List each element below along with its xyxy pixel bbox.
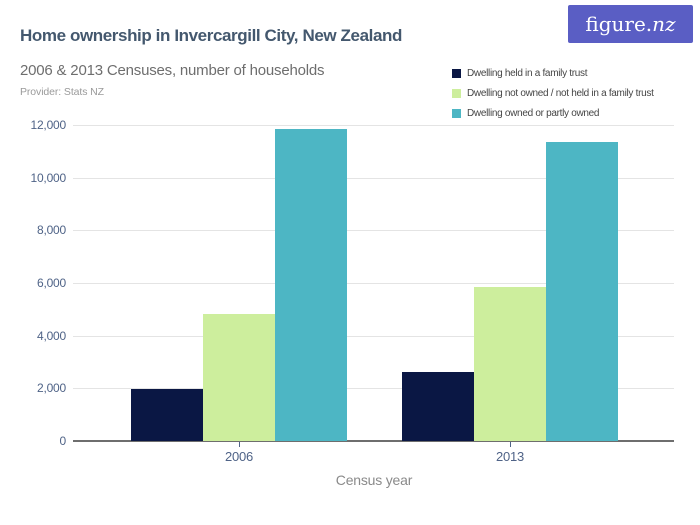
legend-item: Dwelling owned or partly owned: [452, 103, 654, 123]
y-axis-tick-label: 2,000: [36, 381, 66, 395]
x-axis-title: Census year: [335, 472, 413, 488]
y-axis-tick-label: 0: [59, 434, 67, 448]
x-tick: [510, 442, 511, 447]
gridline: [73, 230, 674, 231]
gridline: [73, 283, 674, 284]
bar-2006-series-1[interactable]: [131, 388, 203, 441]
gridline: [73, 336, 674, 337]
gridline: [73, 388, 674, 389]
bar-2006-series-2[interactable]: [203, 314, 275, 441]
figure-nz-logo[interactable]: figure. nz: [568, 5, 693, 43]
x-tick: [239, 442, 240, 447]
legend-item: Dwelling held in a family trust: [452, 63, 654, 83]
bar-2013-series-1[interactable]: [402, 372, 474, 441]
bar-2013-series-3[interactable]: [546, 142, 618, 441]
bar-2013-series-2[interactable]: [474, 286, 546, 441]
page-subtitle: 2006 & 2013 Censuses, number of househol…: [20, 62, 325, 79]
legend-label: Dwelling held in a family trust: [467, 67, 588, 79]
legend-swatch-icon: [452, 68, 461, 78]
legend-label: Dwelling not owned / not held in a famil…: [467, 87, 654, 99]
y-axis-tick-label: 12,000: [30, 118, 66, 132]
bar-2006-series-3[interactable]: [275, 128, 347, 441]
gridline: [73, 178, 674, 179]
legend-swatch-icon: [452, 88, 461, 98]
y-axis-tick-label: 6,000: [36, 276, 66, 290]
gridline: [73, 125, 674, 126]
y-axis-tick-label: 4,000: [36, 329, 66, 343]
page-title: Home ownership in Invercargill City, New…: [20, 26, 402, 45]
x-axis-line: [73, 440, 674, 442]
y-axis-tick-label: 10,000: [30, 171, 66, 185]
legend-swatch-icon: [452, 108, 461, 118]
y-axis-tick-label: 8,000: [36, 223, 66, 237]
logo-text: figure.: [585, 12, 653, 36]
logo-text-italic: nz: [652, 12, 676, 36]
legend-item: Dwelling not owned / not held in a famil…: [452, 83, 654, 103]
x-tick-label: 2006: [224, 449, 254, 464]
legend-label: Dwelling owned or partly owned: [467, 107, 600, 119]
chart-legend: Dwelling held in a family trust Dwelling …: [452, 63, 654, 123]
provider-label: Provider: Stats NZ: [20, 86, 104, 98]
x-tick-label: 2013: [495, 449, 525, 464]
